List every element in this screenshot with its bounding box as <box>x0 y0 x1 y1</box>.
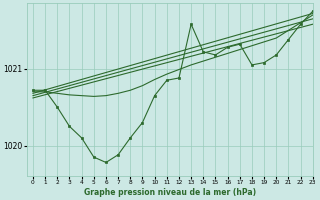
X-axis label: Graphe pression niveau de la mer (hPa): Graphe pression niveau de la mer (hPa) <box>84 188 256 197</box>
